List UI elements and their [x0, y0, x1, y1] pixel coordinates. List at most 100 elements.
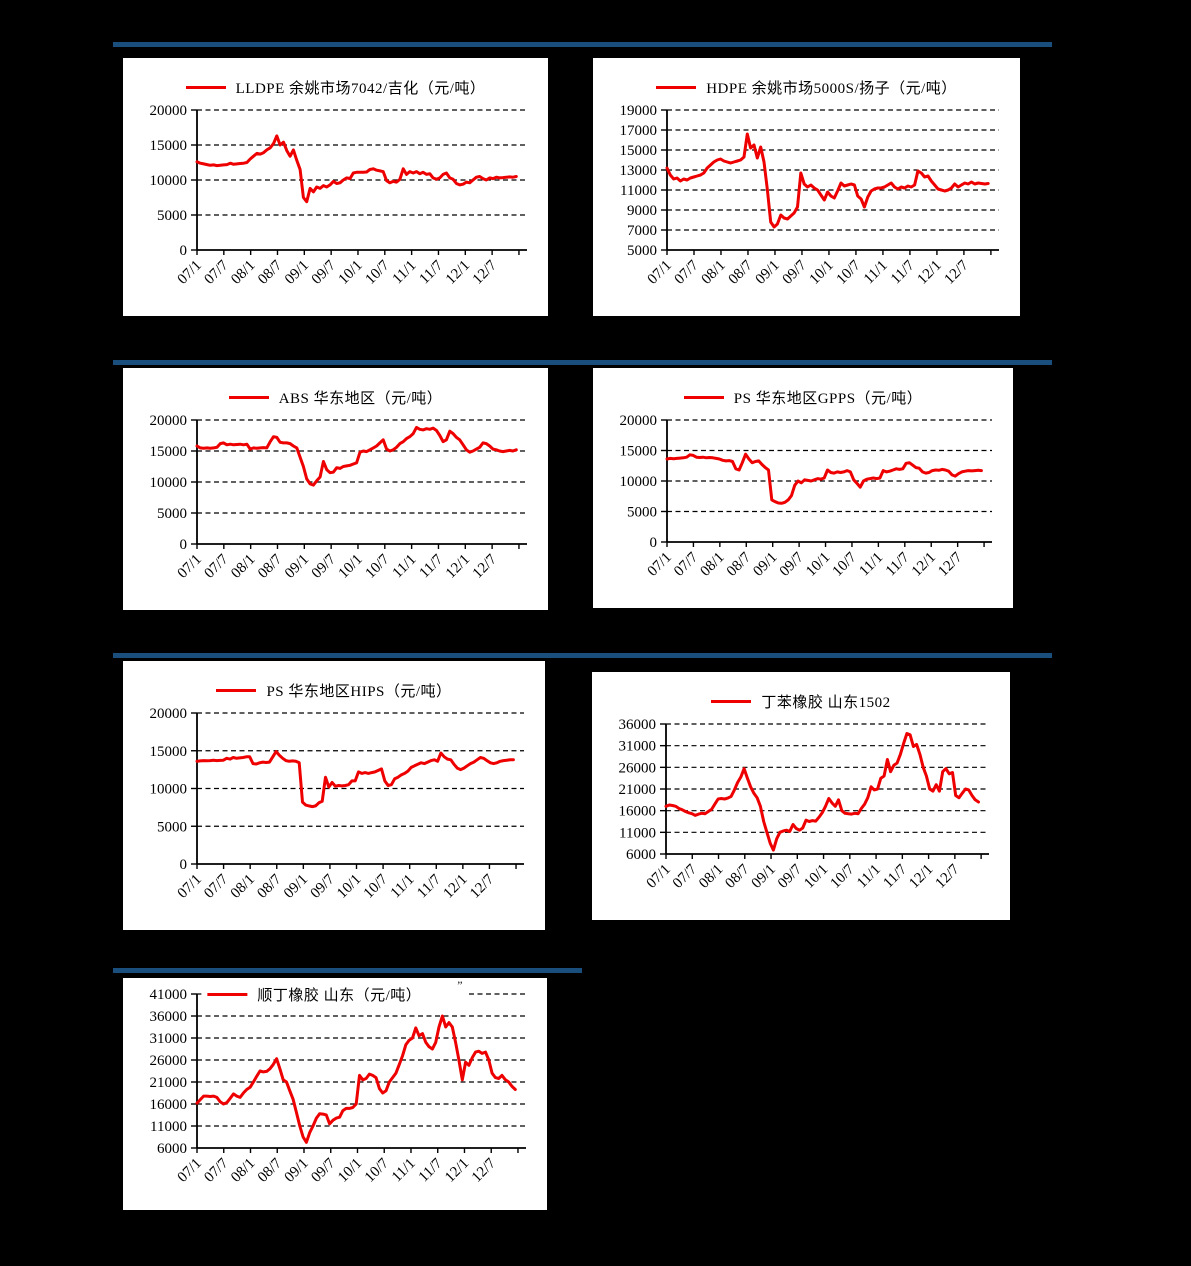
svg-text:07/7: 07/7 [201, 1155, 232, 1186]
svg-text:11/1: 11/1 [390, 258, 420, 288]
svg-text:08/7: 08/7 [255, 1155, 286, 1186]
svg-text:12/7: 12/7 [469, 1155, 500, 1186]
svg-text:12/1: 12/1 [443, 258, 473, 288]
svg-text:15000: 15000 [150, 744, 188, 760]
svg-text:0: 0 [180, 537, 188, 553]
svg-text:15000: 15000 [150, 138, 188, 154]
svg-text:09/1: 09/1 [282, 258, 312, 288]
svg-text:19000: 19000 [620, 103, 658, 119]
svg-text:07/7: 07/7 [201, 871, 232, 902]
svg-text:20000: 20000 [150, 103, 188, 119]
svg-text:5000: 5000 [157, 819, 187, 835]
svg-text:09/1: 09/1 [749, 862, 779, 892]
svg-text:26000: 26000 [619, 760, 657, 776]
section-divider-bar-4 [113, 968, 582, 973]
svg-text:12/1: 12/1 [443, 552, 473, 582]
plot-abs: 0 5000 10000 15000 20000 07/107/708/108/709/1… [150, 413, 527, 582]
legend-br: 顺丁橡胶 山东（元/吨） ” [201, 979, 469, 1010]
chart-panel-br: 6000 11000 16000 21000 26000 31000 36000 41000 0… [123, 978, 547, 1210]
svg-text:08/1: 08/1 [228, 872, 258, 902]
svg-text:09/1: 09/1 [750, 550, 780, 580]
legend-line-icon [683, 395, 724, 399]
svg-text:0: 0 [650, 535, 658, 551]
svg-text:08/7: 08/7 [724, 549, 755, 580]
svg-text:12/1: 12/1 [906, 862, 936, 892]
plot-lldpe: 0 5000 10000 15000 20000 07/107/708/108/709/1… [150, 103, 527, 288]
svg-text:11000: 11000 [620, 183, 657, 199]
svg-text:26000: 26000 [150, 1053, 188, 1069]
svg-text:6000: 6000 [626, 847, 656, 863]
legend-line-icon [711, 699, 752, 703]
svg-text:09/7: 09/7 [308, 871, 339, 902]
svg-text:08/1: 08/1 [228, 258, 258, 288]
svg-text:11000: 11000 [619, 825, 656, 841]
svg-text:11000: 11000 [150, 1119, 187, 1135]
legend-label: LLDPE 余姚市场7042/吉化（元/吨） [235, 80, 486, 97]
svg-text:11/7: 11/7 [417, 257, 447, 287]
svg-text:31000: 31000 [619, 739, 657, 755]
svg-text:15000: 15000 [620, 444, 658, 460]
svg-text:11/7: 11/7 [414, 871, 444, 901]
svg-text:07/7: 07/7 [671, 549, 702, 580]
chart-panel-lldpe: LLDPE 余姚市场7042/吉化（元/吨） 0 5000 10000 15000 20… [123, 58, 548, 316]
svg-text:08/7: 08/7 [722, 861, 753, 892]
legend-line-icon [216, 688, 257, 692]
svg-text:08/1: 08/1 [228, 1156, 258, 1186]
svg-text:08/7: 08/7 [726, 257, 757, 288]
svg-text:7000: 7000 [627, 223, 657, 239]
svg-text:10/7: 10/7 [362, 551, 393, 582]
svg-text:12/7: 12/7 [942, 257, 973, 288]
legend-label: HDPE 余姚市场5000S/扬子（元/吨） [706, 80, 957, 97]
svg-text:12/7: 12/7 [470, 257, 501, 288]
svg-text:15000: 15000 [150, 444, 188, 460]
svg-text:11/7: 11/7 [416, 1155, 446, 1185]
chart-panel-ps-hips: PS 华东地区HIPS（元/吨） 0 5000 10000 15000 20000 07/… [123, 661, 545, 930]
svg-text:07/7: 07/7 [672, 257, 703, 288]
svg-text:08/1: 08/1 [696, 862, 726, 892]
svg-text:20000: 20000 [150, 706, 188, 722]
chart-panel-ps-gpps: PS 华东地区GPPS（元/吨） 0 5000 10000 15000 20000 07/… [593, 368, 1013, 608]
svg-text:16000: 16000 [150, 1097, 188, 1113]
svg-text:41000: 41000 [150, 987, 188, 1003]
svg-text:31000: 31000 [150, 1031, 188, 1047]
svg-text:10/7: 10/7 [362, 1155, 393, 1186]
svg-text:09/7: 09/7 [777, 549, 808, 580]
svg-text:17000: 17000 [620, 123, 658, 139]
svg-text:09/1: 09/1 [753, 258, 783, 288]
legend-line-icon [228, 395, 269, 399]
svg-text:10/1: 10/1 [807, 258, 837, 288]
legend-ps-hips: PS 华东地区HIPS（元/吨） [123, 661, 545, 705]
svg-text:12/7: 12/7 [935, 549, 966, 580]
svg-text:07/7: 07/7 [670, 861, 701, 892]
legend-line-icon [207, 992, 248, 996]
svg-text:11/1: 11/1 [390, 552, 420, 582]
plot-ps-hips: 0 5000 10000 15000 20000 07/107/708/108/709/1… [150, 706, 524, 902]
section-divider-bar-2 [113, 360, 1052, 365]
svg-text:10/1: 10/1 [334, 872, 364, 902]
svg-text:16000: 16000 [619, 804, 657, 820]
svg-text:10000: 10000 [150, 782, 188, 798]
svg-text:07/1: 07/1 [645, 550, 675, 580]
plot-hdpe: 5000 7000 9000 11000 13000 15000 17000 19000 07/… [620, 103, 999, 288]
section-divider-bar-1 [113, 42, 1052, 47]
svg-text:36000: 36000 [150, 1009, 188, 1025]
legend-label: PS 华东地区HIPS（元/吨） [266, 683, 452, 700]
svg-text:07/1: 07/1 [175, 552, 205, 582]
svg-text:07/7: 07/7 [201, 551, 232, 582]
svg-text:07/1: 07/1 [175, 258, 205, 288]
svg-text:10/7: 10/7 [830, 549, 861, 580]
svg-text:08/7: 08/7 [255, 257, 286, 288]
plot-sbr: 6000 11000 16000 21000 26000 31000 36000 07/107… [619, 717, 989, 892]
svg-text:12/7: 12/7 [470, 551, 501, 582]
svg-text:07/1: 07/1 [645, 258, 675, 288]
legend-hdpe: HDPE 余姚市场5000S/扬子（元/吨） [593, 58, 1020, 102]
legend-sbr: 丁苯橡胶 山东1502 [592, 672, 1010, 716]
svg-text:20000: 20000 [150, 413, 188, 429]
svg-text:12/1: 12/1 [909, 550, 939, 580]
svg-text:11/7: 11/7 [888, 257, 918, 287]
svg-text:08/1: 08/1 [228, 552, 258, 582]
legend-label: PS 华东地区GPPS（元/吨） [733, 390, 923, 407]
legend-label: 顺丁橡胶 山东（元/吨） [257, 987, 422, 1004]
plot-br: 6000 11000 16000 21000 26000 31000 36000 41000 0… [150, 987, 526, 1186]
